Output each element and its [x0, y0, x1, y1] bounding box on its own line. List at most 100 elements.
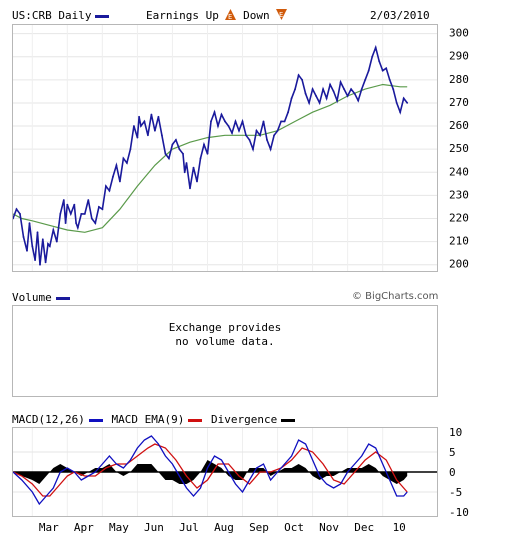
price-point [64, 222, 67, 225]
price-point [55, 240, 58, 243]
price-point [269, 148, 272, 151]
price-point [259, 134, 261, 137]
price-point [143, 120, 146, 123]
price-point [69, 213, 72, 215]
price-point [26, 249, 28, 252]
price-point [336, 99, 338, 102]
earnings-legend: Earnings Up E Down E [146, 9, 288, 22]
x-tick-label: 10 [393, 521, 406, 534]
x-tick-label: Jul [179, 521, 199, 534]
price-point [315, 95, 317, 97]
price-point [311, 88, 314, 90]
price-point [83, 213, 86, 215]
macd-tick-label: 10 [449, 426, 462, 439]
volume-swatch [55, 296, 70, 300]
price-point [52, 229, 55, 231]
macd-panel [12, 427, 438, 517]
price-point [231, 132, 233, 134]
price-point [294, 88, 296, 90]
price-point [406, 102, 409, 104]
x-tick-label: Nov [319, 521, 339, 534]
price-point [192, 166, 195, 169]
price-point [346, 95, 349, 97]
price-chart [13, 25, 437, 271]
price-point [364, 78, 367, 81]
price-tick-label: 210 [449, 235, 469, 248]
price-point [28, 222, 31, 225]
price-point [224, 120, 226, 123]
price-point [241, 120, 244, 123]
price-point [210, 120, 212, 123]
x-tick-label: Dec [354, 521, 374, 534]
macd-chart [13, 428, 437, 516]
symbol-label: US:CRB Daily [12, 9, 92, 22]
volume-panel: Exchange provides no volume data. [12, 305, 438, 397]
price-point [31, 245, 34, 248]
price-point [164, 152, 167, 155]
macd-tick-label: 0 [449, 466, 456, 479]
price-point [329, 83, 331, 86]
macd-tick-label: -5 [449, 486, 462, 499]
volume-label: Volume [12, 291, 52, 304]
x-tick-label: Sep [249, 521, 269, 534]
volume-message-line2: no volume data. [175, 335, 275, 348]
price-point [108, 189, 111, 192]
price-point [206, 152, 209, 155]
price-point [80, 213, 83, 215]
x-tick-label: May [109, 521, 129, 534]
price-point [350, 88, 352, 90]
price-point [290, 97, 293, 100]
price-panel [12, 24, 438, 272]
price-point [22, 236, 25, 238]
price-tick-label: 260 [449, 119, 469, 132]
price-point [73, 203, 76, 206]
price-point [66, 203, 69, 206]
macd-ema-line [13, 443, 408, 497]
price-tick-label: 280 [449, 73, 469, 86]
earnings-up-icon: E [225, 9, 237, 21]
price-point [266, 139, 268, 141]
price-point [308, 102, 310, 104]
price-point [154, 129, 156, 132]
price-axis: 200 210 220 230 240 250 260 270 280 290 300 [449, 27, 469, 271]
price-point [13, 217, 14, 220]
price-point [374, 46, 377, 49]
price-tick-label: 220 [449, 211, 469, 224]
symbol-title: US:CRB Daily [12, 9, 110, 22]
x-tick-label: Oct [284, 521, 304, 534]
price-point [381, 69, 384, 72]
price-point [34, 259, 36, 261]
price-point [41, 238, 44, 241]
price-point [234, 120, 237, 123]
price-point [325, 97, 328, 100]
price-point [101, 208, 104, 211]
price-point [76, 226, 79, 229]
price-point [402, 97, 405, 100]
price-point [129, 148, 132, 151]
macd-tick-label: -10 [449, 506, 469, 519]
price-point [245, 134, 247, 137]
price-point [105, 185, 107, 188]
price-point [98, 206, 100, 208]
price-point [227, 125, 230, 127]
price-point [262, 120, 265, 123]
price-point [185, 162, 188, 164]
price-point [388, 78, 391, 81]
price-point [161, 134, 163, 137]
bigcharts-watermark: © BigCharts.com [352, 291, 439, 302]
macd-ema-label: MACD EMA(9) [111, 413, 185, 426]
price-point [126, 162, 128, 164]
chart-date: 2/03/2010 [370, 9, 430, 22]
price-tick-label: 230 [449, 188, 469, 201]
price-point [171, 143, 174, 146]
price-point [62, 199, 65, 201]
price-tick-label: 300 [449, 27, 469, 40]
macd-swatch [88, 418, 103, 422]
price-tick-label: 270 [449, 96, 469, 109]
price-point [343, 88, 345, 90]
price-tick-label: 250 [449, 142, 469, 155]
price-point [47, 243, 49, 245]
price-point [147, 134, 149, 137]
price-point [183, 171, 186, 174]
macd-legend: MACD(12,26) MACD EMA(9) Divergence [12, 413, 296, 426]
